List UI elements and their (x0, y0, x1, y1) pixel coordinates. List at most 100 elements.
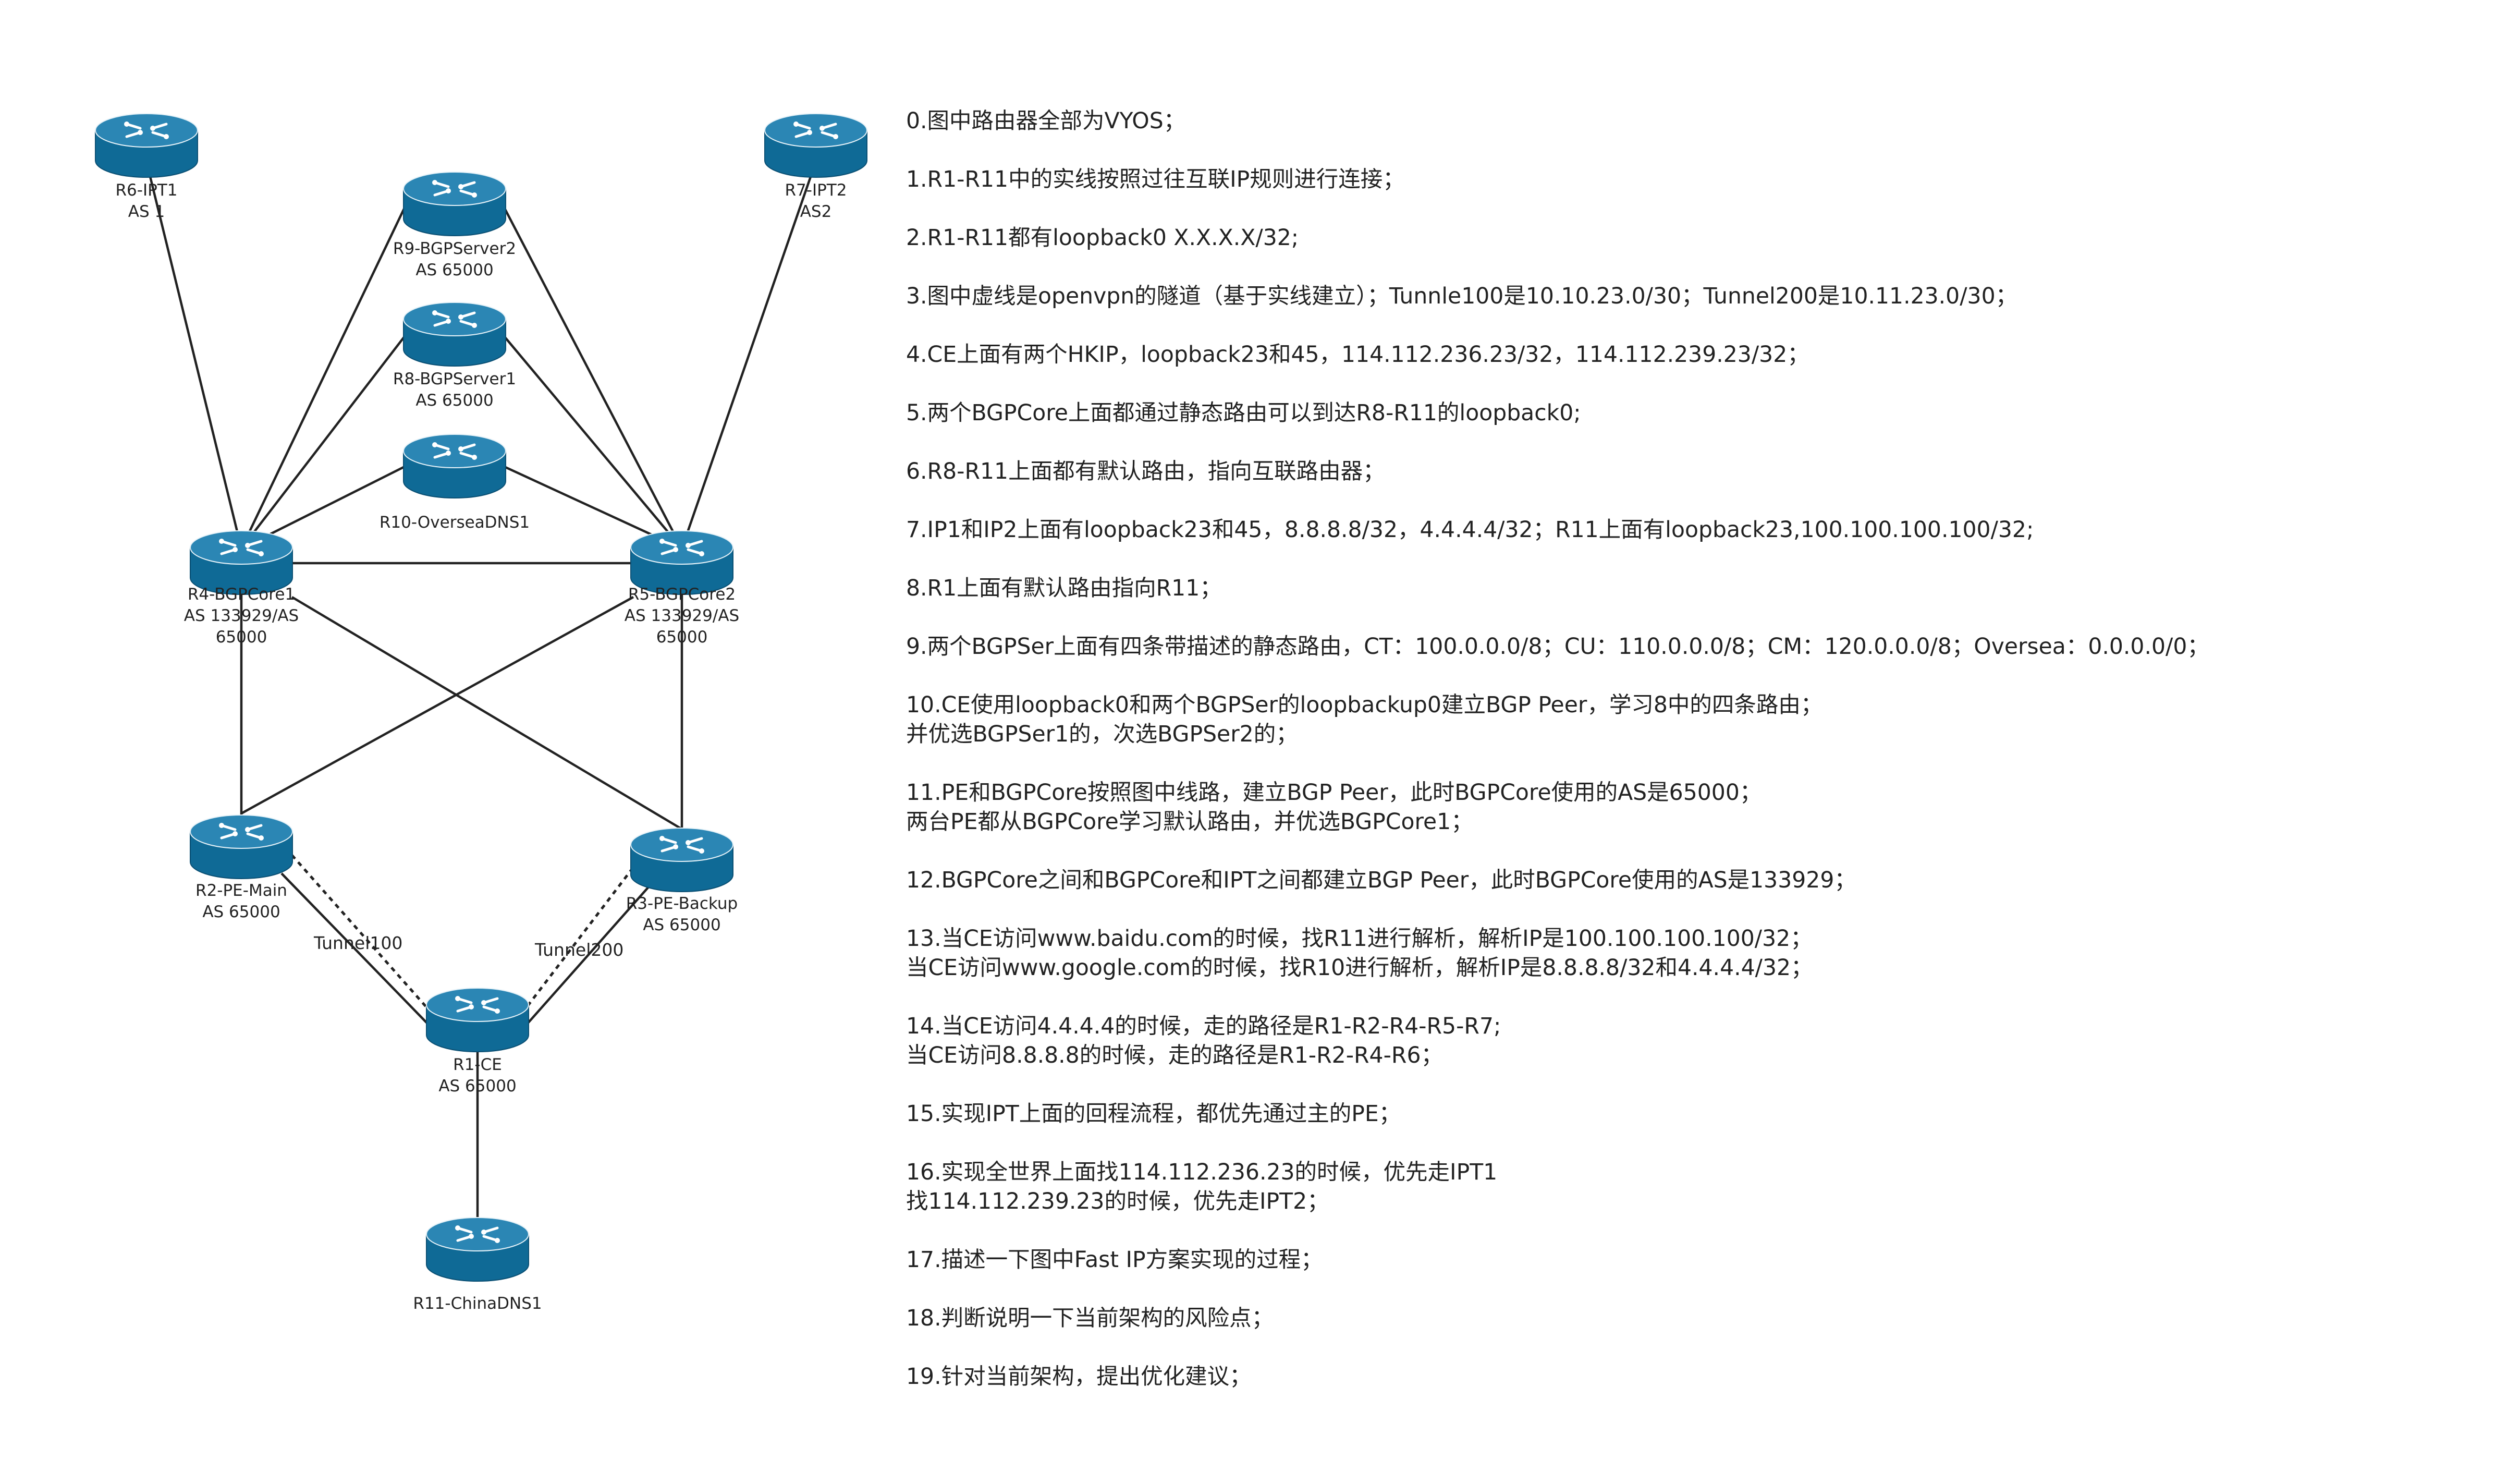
tunnel100-label: Tunnel100 (313, 933, 402, 953)
router-r6-label: R6-IPT1 (116, 181, 178, 200)
note-line: 18.判断说明一下当前架构的风险点； (906, 1306, 1274, 1331)
note-item: 12.BGPCore之间和BGPCore和IPT之间都建立BGP Peer，此时… (906, 866, 2501, 895)
link-r6-r4 (145, 161, 243, 549)
note-line: 8.R1上面有默认路由指向R11； (906, 576, 1222, 601)
note-line: 7.IP1和IP2上面有loopback23和45，8.8.8.8/32，4.4… (906, 517, 2034, 543)
router-icon (403, 172, 506, 236)
router-r7: R7-IPT2 AS2 (764, 113, 867, 221)
router-r3-label: AS 65000 (643, 916, 720, 934)
note-line: 当CE访问8.8.8.8的时候，走的路径是R1-R2-R4-R6； (906, 1043, 1444, 1068)
note-line: 14.当CE访问4.4.4.4的时候，走的路径是R1-R2-R4-R5-R7; (906, 1014, 1501, 1039)
router-r8-label: R8-BGPServer1 (393, 370, 516, 388)
note-line: 17.描述一下图中Fast IP方案实现的过程； (906, 1247, 1323, 1273)
router-r9-label: AS 65000 (415, 261, 493, 279)
router-r10: R10-OverseaDNS1 (380, 434, 530, 532)
tunnel-link-r3-r1 (520, 859, 640, 1015)
note-line: 9.两个BGPSer上面有四条带描述的静态路由，CT：100.0.0.0/8；C… (906, 634, 2209, 660)
link-r8-r4 (240, 333, 408, 550)
note-item: 3.图中虚线是openvpn的隧道（基于实线建立）；Tunnle100是10.1… (906, 282, 2501, 311)
router-r5-label: R5-BGPCore2 (628, 585, 736, 604)
router-r1: R1-CE AS 65000 (426, 988, 529, 1096)
note-item: 1.R1-R11中的实线按照过往互联IP规则进行连接； (906, 165, 2501, 194)
note-item: 7.IP1和IP2上面有loopback23和45，8.8.8.8/32，4.4… (906, 516, 2501, 545)
router-r11: R11-ChinaDNS1 (413, 1217, 542, 1313)
note-item: 5.两个BGPCore上面都通过静态路由可以到达R8-R11的loopback0… (906, 399, 2501, 428)
note-line: 2.R1-R11都有loopback0 X.X.X.X/32; (906, 225, 1299, 251)
note-line: 0.图中路由器全部为VYOS； (906, 108, 1186, 134)
router-r7-label: AS2 (800, 202, 832, 221)
router-r2-label: R2-PE-Main (195, 881, 287, 900)
note-item: 2.R1-R11都有loopback0 X.X.X.X/32; (906, 224, 2501, 253)
network-topology-diagram: R6-IPT1 AS 1 R7-IPT2 AS2 R9-BGPServer2 AS 650… (95, 113, 867, 1313)
link-r9-r5 (501, 202, 683, 550)
router-r8: R8-BGPServer1 AS 65000 (393, 302, 516, 410)
router-r4: R4-BGPCore1 AS 133929/AS 65000 (184, 530, 299, 647)
router-r4-label: AS 133929/AS (184, 606, 299, 625)
note-item: 13.当CE访问www.baidu.com的时候，找R11进行解析，解析IP是1… (906, 925, 2501, 983)
note-line: 19.针对当前架构，提出优化建议； (906, 1364, 1252, 1390)
router-r9-label: R9-BGPServer2 (393, 239, 516, 258)
router-icon (426, 988, 529, 1052)
router-r8-label: AS 65000 (415, 391, 493, 410)
note-item: 0.图中路由器全部为VYOS； (906, 107, 2501, 136)
router-icon (403, 302, 506, 367)
link-r5-r2 (240, 596, 634, 814)
router-r9: R9-BGPServer2 AS 65000 (393, 172, 516, 279)
router-r2-label: AS 65000 (202, 903, 280, 921)
tunnel-link-r2-r1 (291, 854, 434, 1015)
requirements-notes: 0.图中路由器全部为VYOS； 1.R1-R11中的实线按照过往互联IP规则进行连… (906, 107, 2501, 1421)
note-item: 8.R1上面有默认路由指向R11； (906, 574, 2501, 603)
router-r7-label: R7-IPT2 (785, 181, 847, 200)
router-r6-label: AS 1 (128, 202, 165, 221)
note-line: 10.CE使用loopback0和两个BGPSer的loopbackup0建立B… (906, 692, 1823, 718)
routers-layer: R6-IPT1 AS 1 R7-IPT2 AS2 R9-BGPServer2 AS 650… (95, 113, 867, 1313)
note-line: 11.PE和BGPCore按照图中线路，建立BGP Peer，此时BGPCore… (906, 780, 1762, 806)
router-r4-label: 65000 (216, 628, 267, 647)
note-item: 4.CE上面有两个HKIP，loopback23和45，114.112.236.… (906, 340, 2501, 370)
note-line: 6.R8-R11上面都有默认路由，指向互联路由器； (906, 459, 1385, 484)
router-r5: R5-BGPCore2 AS 133929/AS 65000 (625, 530, 739, 647)
router-r10-label: R10-OverseaDNS1 (380, 513, 530, 532)
router-r11-label: R11-ChinaDNS1 (413, 1294, 542, 1313)
router-icon (190, 530, 293, 595)
link-r2-r1 (280, 872, 430, 1026)
note-item: 16.实现全世界上面找114.112.236.23的时候，优先走IPT1 找114… (906, 1158, 2501, 1217)
links-layer (145, 161, 817, 1225)
router-icon (764, 113, 867, 178)
link-r3-r1 (525, 885, 650, 1026)
router-icon (190, 814, 293, 879)
router-r3: R3-PE-Backup AS 65000 (626, 828, 738, 934)
note-line: 两台PE都从BGPCore学习默认路由，并优选BGPCore1； (906, 809, 1473, 835)
link-r9-r4 (240, 203, 408, 549)
link-r8-r5 (501, 333, 683, 550)
note-item: 9.两个BGPSer上面有四条带描述的静态路由，CT：100.0.0.0/8；C… (906, 632, 2501, 662)
link-r7-r5 (680, 161, 817, 549)
note-line: 12.BGPCore之间和BGPCore和IPT之间都建立BGP Peer，此时… (906, 868, 1856, 893)
note-item: 18.判断说明一下当前架构的风险点； (906, 1304, 2501, 1333)
router-icon (403, 434, 506, 498)
note-line: 15.实现IPT上面的回程流程，都优先通过主的PE； (906, 1101, 1401, 1127)
note-item: 10.CE使用loopback0和两个BGPSer的loopbackup0建立B… (906, 691, 2501, 749)
router-r4-label: R4-BGPCore1 (188, 585, 295, 604)
router-icon (630, 828, 733, 892)
note-line: 找114.112.239.23的时候，优先走IPT2； (906, 1189, 1329, 1214)
router-icon (630, 530, 733, 595)
link-r4-r3 (291, 596, 683, 830)
router-r6: R6-IPT1 AS 1 (95, 113, 198, 221)
router-r2: R2-PE-Main AS 65000 (190, 814, 293, 921)
note-item: 14.当CE访问4.4.4.4的时候，走的路径是R1-R2-R4-R5-R7; 当… (906, 1012, 2501, 1071)
router-r3-label: R3-PE-Backup (626, 894, 738, 913)
note-item: 19.针对当前架构，提出优化建议； (906, 1363, 2501, 1392)
router-r5-label: 65000 (656, 628, 708, 647)
note-line: 1.R1-R11中的实线按照过往互联IP规则进行连接； (906, 167, 1405, 192)
note-item: 11.PE和BGPCore按照图中线路，建立BGP Peer，此时BGPCore… (906, 779, 2501, 837)
note-line: 并优选BGPSer1的，次选BGPSer2的； (906, 722, 1298, 747)
router-r1-label: AS 65000 (438, 1077, 516, 1096)
note-item: 15.实现IPT上面的回程流程，都优先通过主的PE； (906, 1100, 2501, 1129)
router-r1-label: R1-CE (453, 1055, 502, 1074)
router-icon (95, 113, 198, 178)
note-line: 16.实现全世界上面找114.112.236.23的时候，优先走IPT1 (906, 1160, 1498, 1185)
note-item: 6.R8-R11上面都有默认路由，指向互联路由器； (906, 457, 2501, 486)
tunnel200-label: Tunnel200 (534, 940, 623, 960)
note-line: 13.当CE访问www.baidu.com的时候，找R11进行解析，解析IP是1… (906, 926, 1813, 952)
